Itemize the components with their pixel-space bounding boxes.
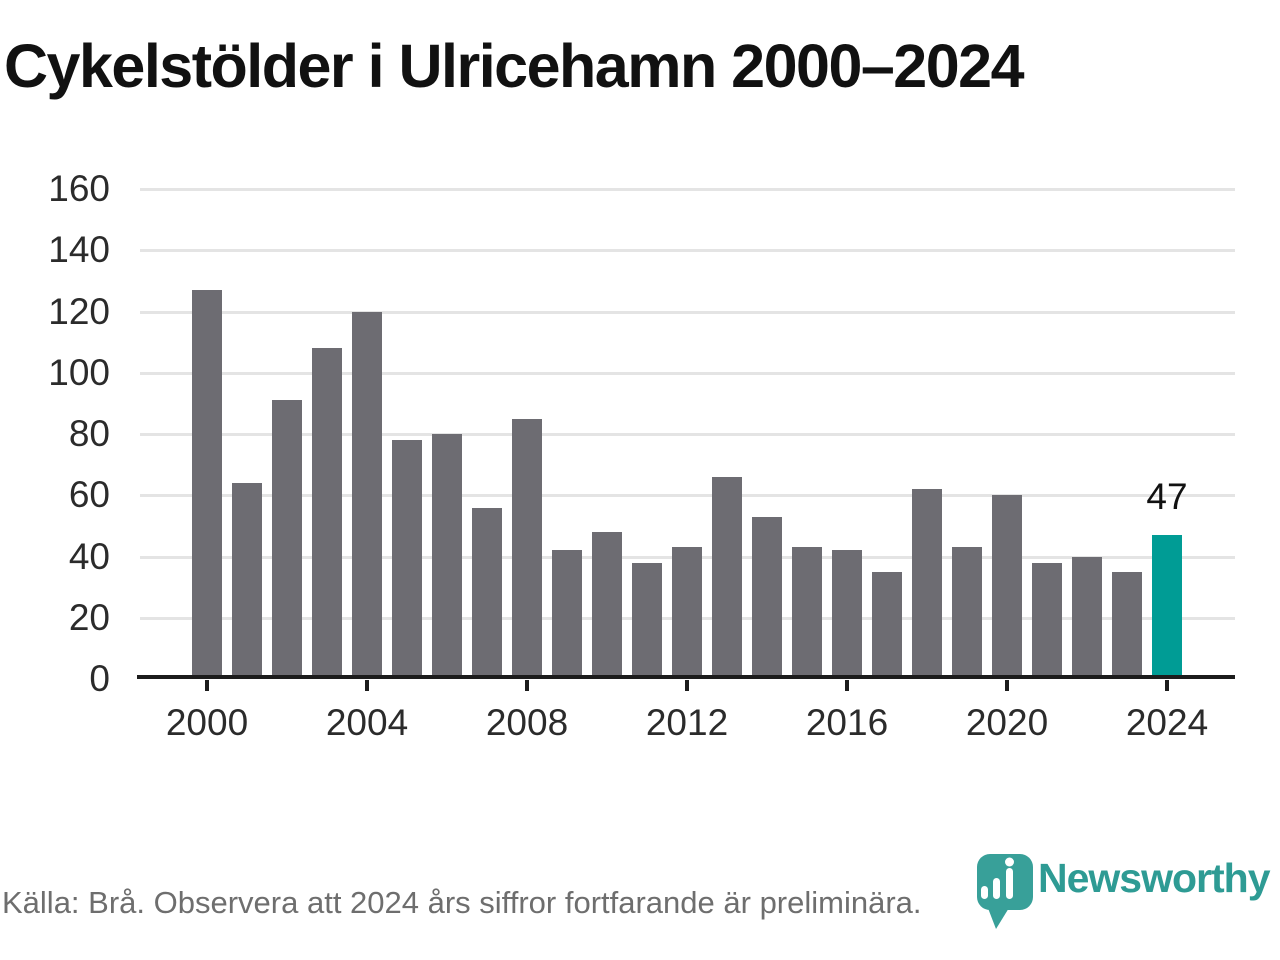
x-axis-line: [137, 675, 1235, 679]
newsworthy-logo-icon: [977, 854, 1033, 929]
bar-2001: [232, 483, 262, 679]
x-axis-label-2004: 2004: [325, 702, 409, 743]
bar-value-label: 47: [1146, 476, 1188, 518]
x-axis-label-2008: 2008: [485, 702, 569, 743]
y-axis-label-80: 80: [68, 413, 110, 454]
x-axis-label-2024: 2024: [1125, 702, 1209, 743]
y-axis-label-120: 120: [48, 290, 110, 332]
x-axis-tick-2012: [685, 680, 689, 691]
bar-2011: [632, 562, 662, 679]
bar-2000: [192, 290, 222, 679]
bar-2019: [952, 547, 982, 679]
gridline-100: [140, 371, 1235, 375]
x-axis-tick-2008: [525, 680, 529, 691]
gridline-80: [140, 433, 1235, 436]
bar-2003: [312, 348, 342, 679]
source-note: Källa: Brå. Observera att 2024 års siffr…: [2, 885, 922, 920]
y-axis-label-0: 0: [89, 658, 110, 699]
x-axis-label-2016: 2016: [805, 702, 889, 743]
x-axis-label-2000: 2000: [165, 702, 249, 743]
x-axis-tick-2024: [1165, 680, 1169, 691]
bar-2005: [392, 440, 422, 679]
bar-2021: [1032, 562, 1062, 679]
x-axis-label-2012: 2012: [645, 702, 729, 743]
y-axis-label-160: 160: [48, 168, 110, 209]
gridline-120: [140, 310, 1235, 314]
bar-2007: [472, 507, 502, 679]
y-axis-label-100: 100: [48, 351, 110, 393]
x-axis-label-2020: 2020: [965, 702, 1049, 743]
x-axis-tick-2000: [205, 680, 209, 691]
bar-2023: [1112, 571, 1142, 679]
chart-title: Cykelstölder i Ulricehamn 2000–2024: [4, 32, 1025, 100]
gridline-60: [140, 494, 1235, 498]
y-axis-label-40: 40: [68, 535, 110, 577]
bar-2002: [272, 400, 302, 679]
bar-2013: [712, 476, 742, 679]
bar-2017: [872, 571, 902, 679]
gridline-140: [140, 249, 1235, 253]
x-axis-tick-2004: [365, 680, 369, 691]
bar-2008: [512, 418, 542, 679]
bar-2004: [352, 311, 382, 679]
y-axis-label-140: 140: [48, 229, 110, 271]
bar-2010: [592, 532, 622, 679]
bar-2018: [912, 489, 942, 679]
y-axis-label-60: 60: [68, 474, 110, 516]
bar-2024: [1152, 535, 1182, 679]
bar-2016: [832, 550, 862, 679]
x-axis-tick-2020: [1005, 680, 1009, 691]
bar-2015: [792, 547, 822, 679]
newsworthy-logo-text: Newsworthy: [1038, 855, 1270, 901]
bar-2014: [752, 516, 782, 679]
bar-2012: [672, 547, 702, 679]
bar-2009: [552, 550, 582, 679]
y-axis-label-20: 20: [68, 596, 110, 638]
bar-2020: [992, 495, 1022, 679]
x-axis-tick-2016: [845, 680, 849, 691]
bar-2006: [432, 434, 462, 679]
bar-2022: [1072, 556, 1102, 679]
gridline-160: [140, 188, 1235, 191]
bar-chart-plot-area: 0 20 40 60 80 100 120 140 160 47 2000 2004 2008 2012 2…: [48, 169, 1235, 743]
